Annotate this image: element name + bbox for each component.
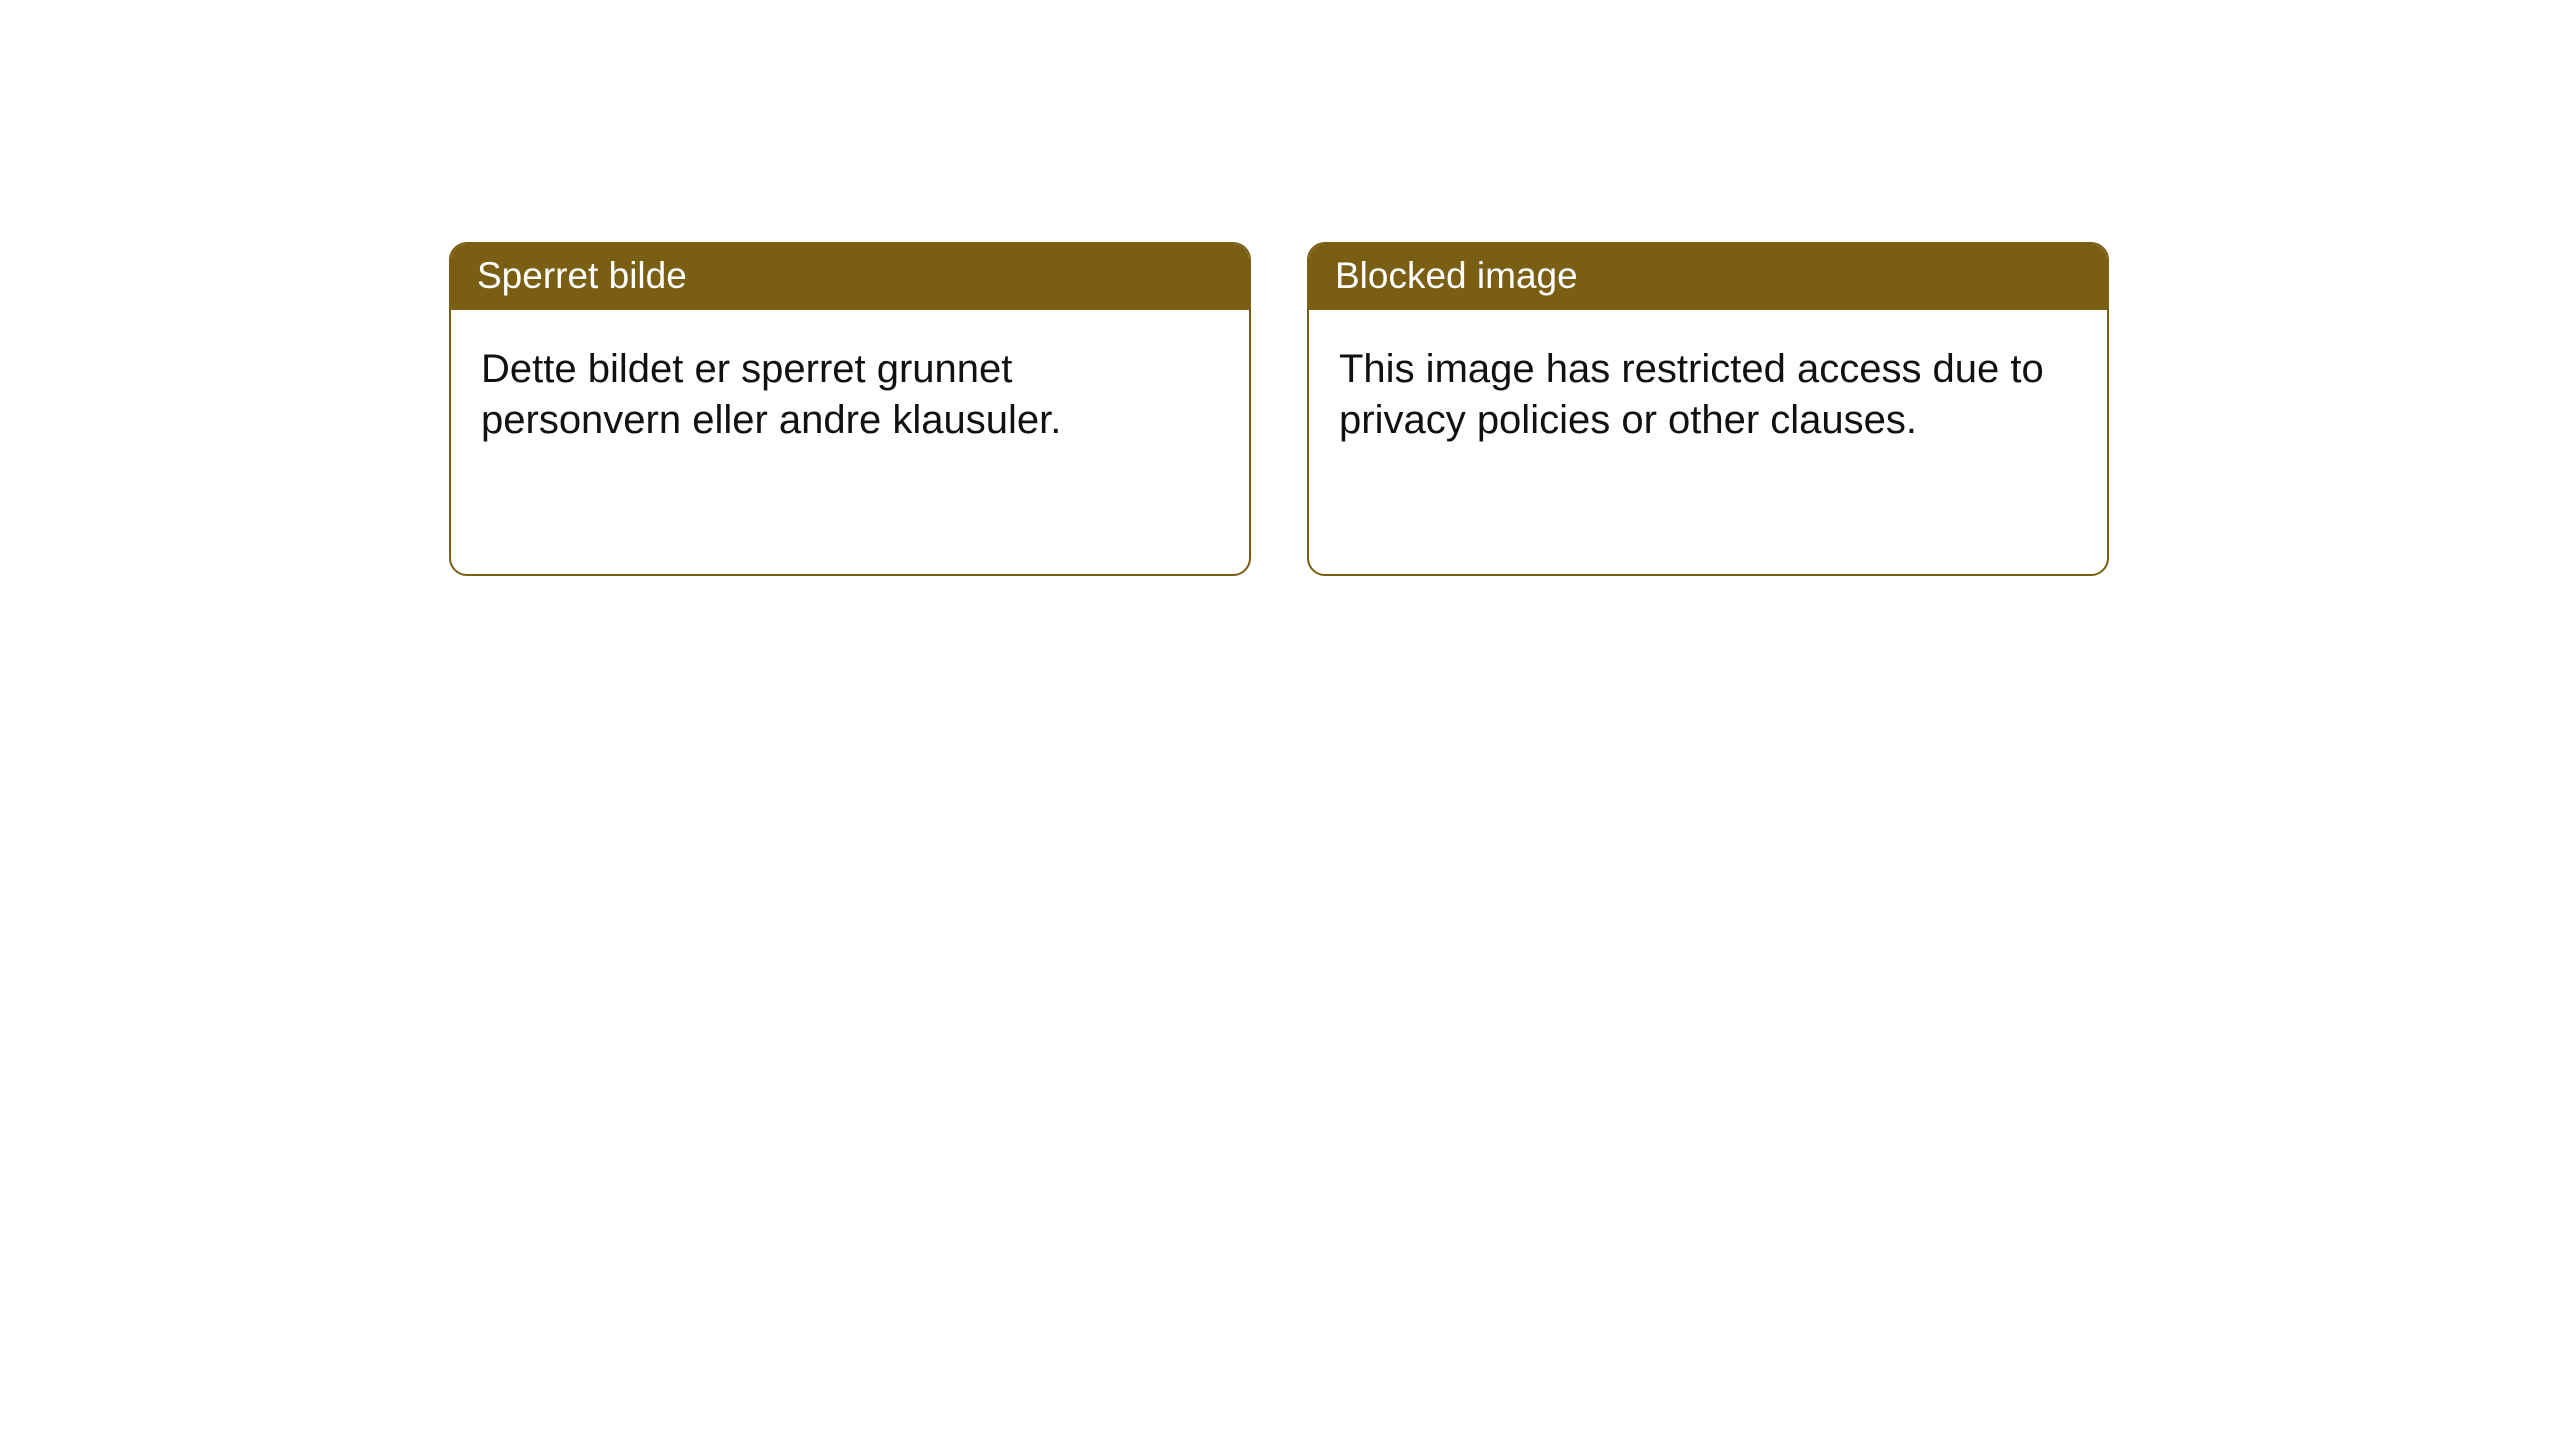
notice-header: Sperret bilde [451, 244, 1249, 310]
notice-card-norwegian: Sperret bilde Dette bildet er sperret gr… [449, 242, 1251, 576]
notice-body: Dette bildet er sperret grunnet personve… [451, 310, 1249, 480]
notice-card-english: Blocked image This image has restricted … [1307, 242, 2109, 576]
notice-container: Sperret bilde Dette bildet er sperret gr… [0, 0, 2560, 576]
notice-header: Blocked image [1309, 244, 2107, 310]
notice-body: This image has restricted access due to … [1309, 310, 2107, 480]
